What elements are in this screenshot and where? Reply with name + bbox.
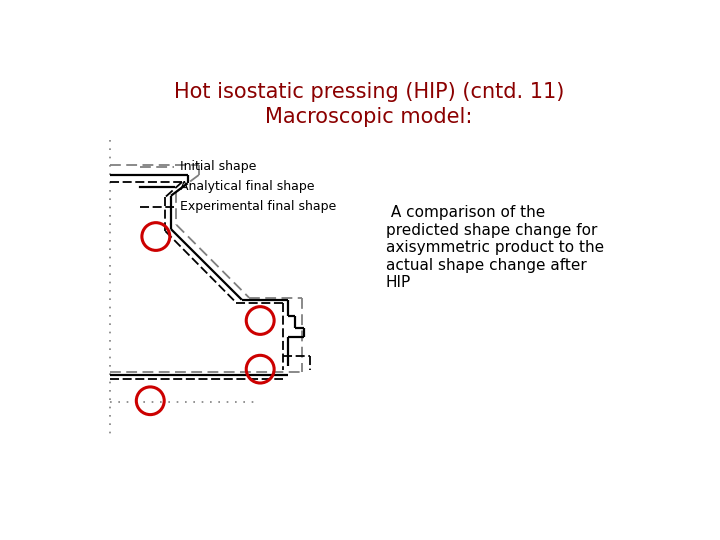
Text: A comparison of the
predicted shape change for
axisymmetric product to the
actua: A comparison of the predicted shape chan… — [386, 205, 604, 290]
Text: Initial shape: Initial shape — [181, 160, 257, 173]
Text: Experimental final shape: Experimental final shape — [181, 200, 337, 213]
Text: Analytical final shape: Analytical final shape — [181, 180, 315, 193]
Text: Hot isostatic pressing (HIP) (cntd. 11): Hot isostatic pressing (HIP) (cntd. 11) — [174, 82, 564, 102]
Text: Macroscopic model:: Macroscopic model: — [265, 107, 473, 127]
